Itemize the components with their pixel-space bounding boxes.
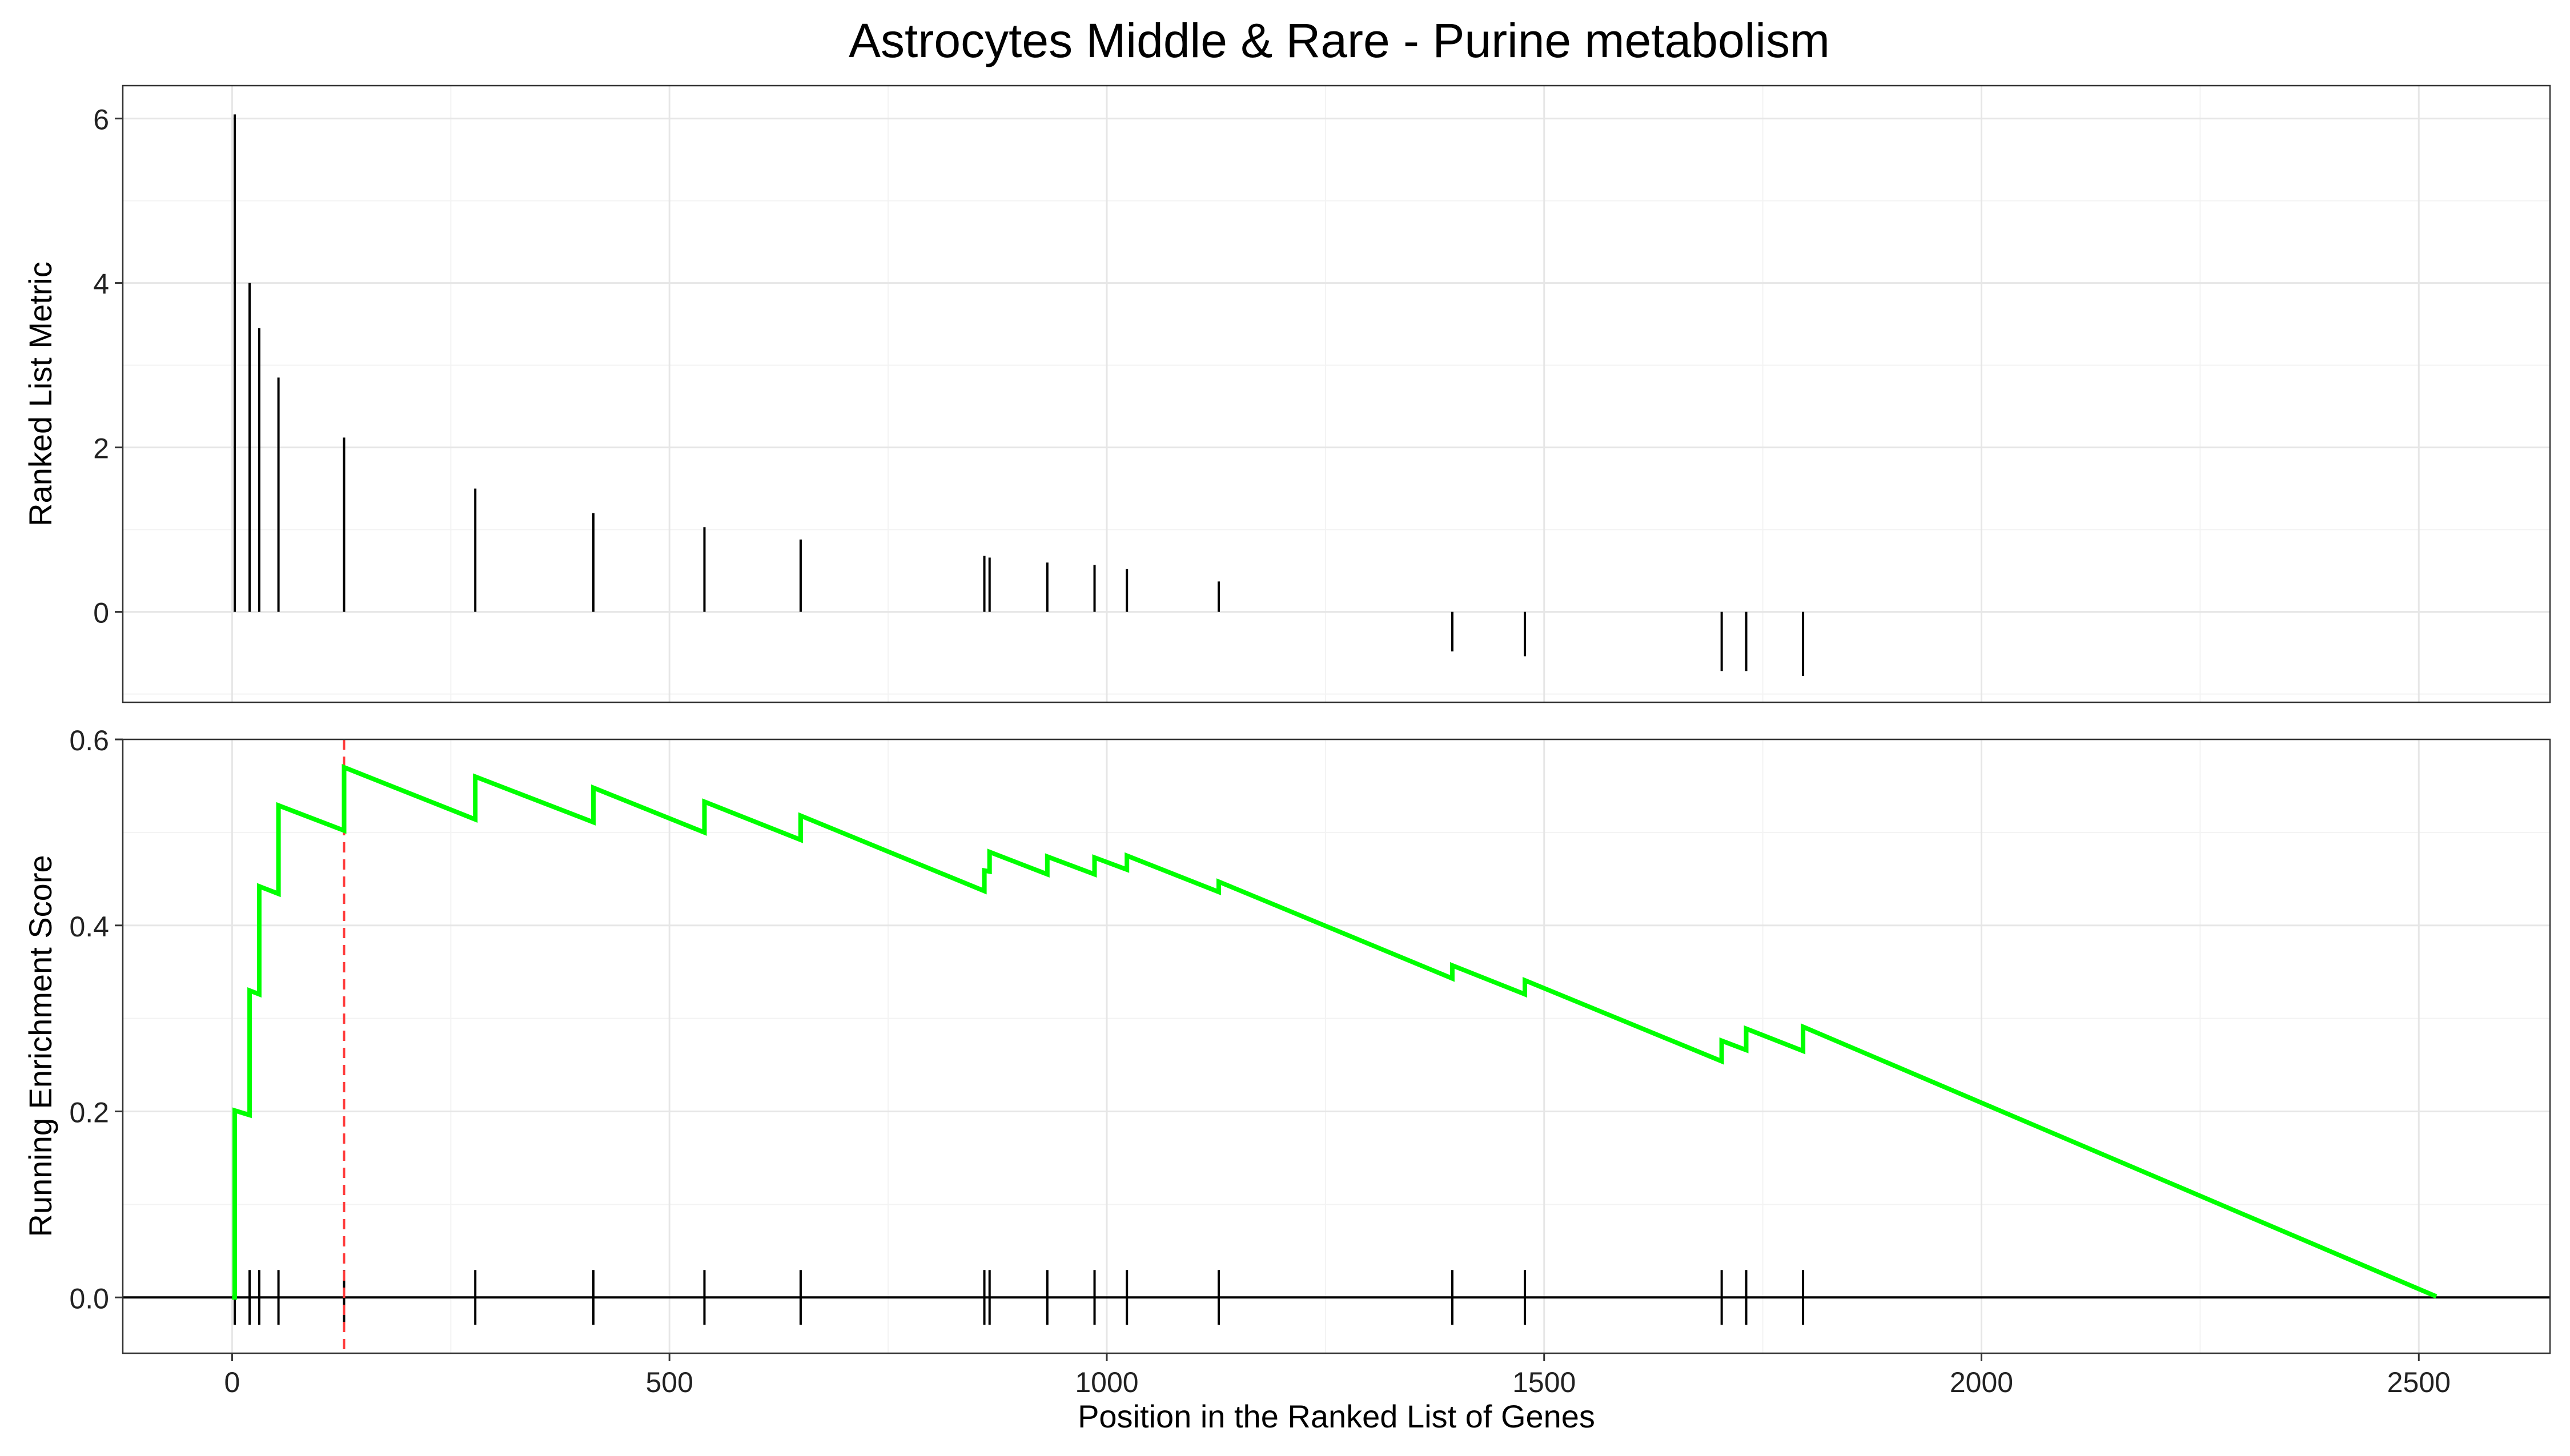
x-tick-label: 500 [645,1366,693,1398]
running-score-panel-background [123,739,2550,1353]
ranked-list-y-axis-label: Ranked List Metric [22,262,58,526]
y-tick-label: 0.6 [69,725,109,757]
x-axis: 0 500 1000 1500 2000 2500 [224,1353,2451,1398]
x-axis-label: Position in the Ranked List of Genes [1078,1398,1595,1434]
x-tick-label: 1500 [1512,1366,1576,1398]
y-tick-label: 2 [93,433,109,465]
running-score-panel: 0.0 0.2 0.4 0.6 Running Enrichment Score [22,725,2551,1354]
running-score-y-axis: 0.0 0.2 0.4 0.6 [69,725,123,1314]
ranked-list-bars [234,114,1805,676]
enrichment-score-line [232,764,2438,1300]
ranked-list-gridlines [123,86,2550,702]
y-tick-label: 4 [93,268,109,300]
running-score-panel-border [122,738,2551,1354]
x-tick-label: 2500 [2387,1366,2451,1398]
x-tick-label: 2000 [1950,1366,2013,1398]
y-tick-label: 0.2 [69,1097,109,1129]
chart-title: Astrocytes Middle & Rare - Purine metabo… [849,14,1830,67]
ranked-list-y-axis: 0 2 4 6 [93,104,123,629]
y-tick-label: 6 [93,104,109,136]
y-tick-label: 0.0 [69,1282,109,1314]
y-tick-label: 0 [93,597,109,629]
x-tick-label: 1000 [1075,1366,1138,1398]
x-tick-label: 0 [224,1366,240,1398]
running-score-y-axis-label: Running Enrichment Score [22,855,58,1237]
y-tick-label: 0.4 [69,911,109,943]
enrichment-score-path [232,764,2438,1300]
ranked-list-panel: 0 2 4 6 Ranked List Metric [22,85,2551,703]
gene-hit-ticks [234,1270,1805,1325]
ranked-list-panel-border [122,85,2551,703]
ranked-list-panel-background [123,86,2550,702]
